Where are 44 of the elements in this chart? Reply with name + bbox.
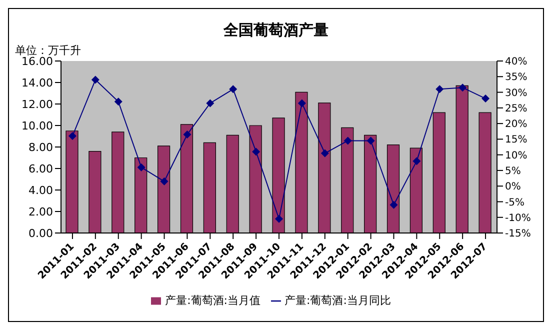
point: [68, 132, 76, 140]
point: [366, 136, 375, 145]
y2-tick-label: 15%: [505, 134, 528, 146]
y-tick-label: 2.00: [28, 205, 53, 218]
point: [137, 163, 146, 172]
legend-label: 产量:葡萄酒:当月同比: [284, 294, 391, 307]
point: [390, 200, 398, 209]
y2-tick-label: 25%: [505, 103, 528, 114]
point: [206, 99, 214, 108]
y-tick-label: 4.00: [28, 184, 53, 197]
point: [482, 94, 490, 103]
point: [114, 98, 122, 106]
y2-tick-label: 0%: [505, 182, 521, 193]
y-tick-label: 6.00: [28, 162, 53, 176]
chart-title: 全国葡萄酒产量: [222, 21, 330, 40]
y2-tick-label: -10%: [505, 212, 531, 224]
point: [160, 177, 168, 186]
point: [298, 99, 306, 108]
y2-tick-label: 20%: [505, 119, 528, 130]
y2-tick-label: 35%: [505, 72, 528, 84]
point: [229, 85, 238, 94]
point: [320, 149, 329, 158]
point: [91, 76, 100, 84]
y2-tick-label: -5%: [505, 197, 524, 208]
legend-label: 产量:葡萄酒:当月值: [165, 294, 260, 307]
point: [436, 85, 444, 94]
y-tick-label: 12.00: [22, 98, 53, 111]
y2-tick-label: 10%: [505, 150, 528, 162]
y2-tick-label: 40%: [505, 56, 528, 68]
y-tick-label: 16.00: [22, 54, 53, 68]
y-axis-title: 单位：万千升: [15, 43, 81, 57]
y2-tick-label: 30%: [505, 88, 528, 99]
point: [275, 214, 283, 223]
y-tick-label: 8.00: [28, 140, 53, 154]
y-tick-label: 10.00: [22, 119, 53, 132]
point: [458, 84, 467, 92]
y2-tick-label: -15%: [505, 228, 531, 240]
y-tick-label: 0.00: [28, 226, 53, 240]
y-tick-label: 14.00: [22, 76, 53, 90]
point: [412, 157, 421, 166]
y2-tick-label: 5%: [505, 166, 521, 178]
point: [183, 130, 192, 138]
point: [344, 136, 352, 145]
point: [252, 148, 260, 156]
